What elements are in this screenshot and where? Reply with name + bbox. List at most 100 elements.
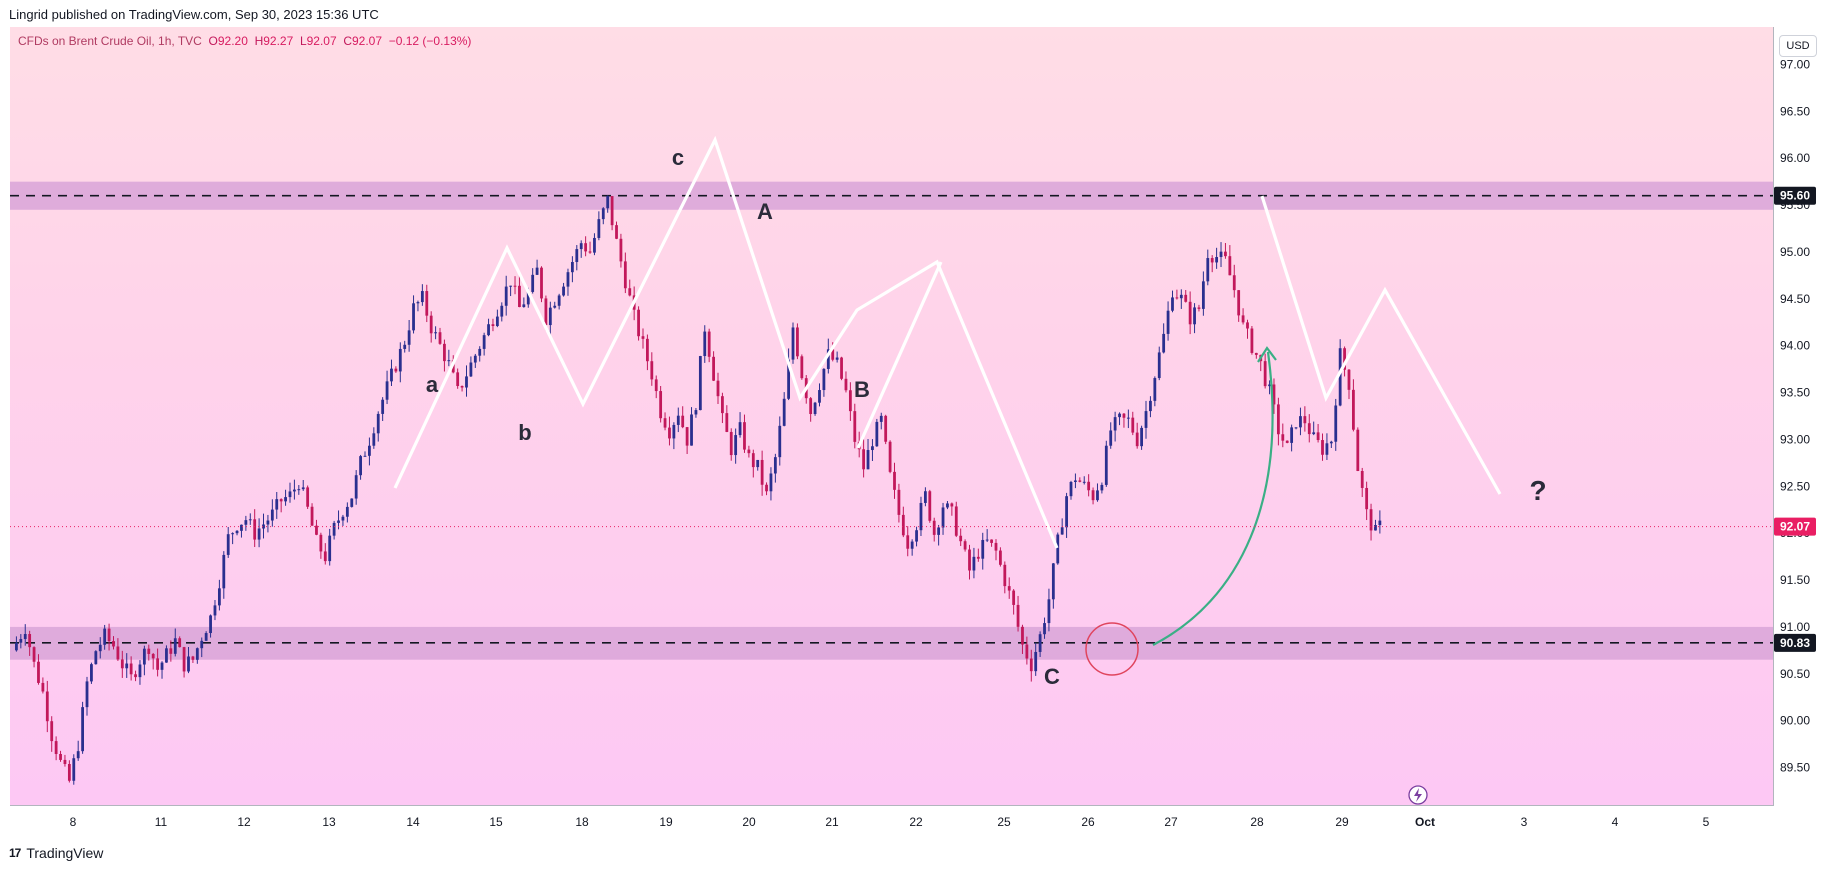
candle-body — [1197, 307, 1201, 309]
candle-body — [1224, 251, 1227, 257]
candle-body — [1074, 480, 1077, 482]
candle-body — [593, 237, 596, 253]
candle-body — [544, 298, 548, 326]
candle-body — [1237, 290, 1241, 316]
candle-body — [535, 267, 539, 275]
candle-body — [915, 530, 918, 542]
candle-body — [619, 238, 623, 262]
x-tick-label: 15 — [489, 815, 503, 829]
rebound-arrow-head — [1257, 346, 1277, 363]
currency-button[interactable]: USD — [1779, 35, 1817, 57]
chart-pane[interactable] — [10, 27, 1774, 806]
candle-body — [160, 662, 164, 670]
candle-body — [800, 356, 804, 379]
candle-body — [266, 520, 270, 525]
candle-body — [1051, 563, 1055, 600]
candle-body — [698, 356, 702, 411]
candle-body — [1338, 348, 1342, 406]
candle-body — [871, 446, 874, 451]
candle-body — [332, 522, 336, 536]
candle-body — [1188, 301, 1192, 325]
tradingview-logo-icon: 17 — [9, 846, 21, 860]
candle-body — [787, 359, 790, 399]
candle-body — [875, 421, 879, 447]
candle-body — [676, 415, 680, 425]
candle-body — [235, 530, 239, 534]
candle-body — [1012, 590, 1016, 605]
y-tick-label: 94.50 — [1780, 292, 1810, 306]
candle-body — [615, 225, 618, 239]
candle-body — [1272, 384, 1276, 405]
candle-body — [694, 410, 698, 415]
candle-body — [1307, 423, 1311, 435]
candle-body — [738, 422, 742, 436]
candle-body — [41, 682, 45, 692]
candle-body — [588, 251, 592, 253]
candle-body — [1268, 384, 1271, 387]
candle-body — [707, 331, 711, 357]
candle-body — [1290, 427, 1294, 443]
candle-body — [654, 379, 658, 392]
candle-body — [919, 502, 923, 531]
legend-high: 92.27 — [263, 34, 294, 48]
candle-body — [54, 741, 58, 755]
candle-body — [1149, 400, 1152, 412]
candle-body — [213, 605, 217, 616]
candle-body — [725, 413, 729, 432]
x-tick-label: Oct — [1415, 815, 1435, 829]
candle-body — [681, 415, 685, 428]
candle-body — [685, 427, 689, 446]
candle-body — [985, 539, 989, 541]
candle-body — [226, 534, 230, 555]
candle-body — [257, 528, 261, 540]
candle-body — [359, 456, 362, 476]
candle-body — [253, 519, 257, 540]
legend-open: 92.20 — [217, 34, 248, 48]
candle-body — [398, 348, 402, 372]
price-tag-last: 92.07 — [1780, 520, 1810, 534]
candle-body — [897, 489, 901, 515]
candle-body — [182, 647, 186, 672]
candle-body — [376, 413, 380, 434]
candle-body — [469, 362, 473, 377]
candle-body — [1118, 413, 1121, 418]
legend-symbol: CFDs on Brent Crude Oil, 1h, TVC — [18, 34, 202, 48]
candle-body — [981, 539, 985, 559]
candle-body — [522, 304, 526, 308]
candle-body — [844, 378, 848, 391]
candle-body — [513, 285, 517, 287]
candle-body — [270, 509, 274, 521]
candle-body — [173, 638, 177, 654]
candle-body — [575, 249, 579, 263]
x-tick-label: 19 — [659, 815, 673, 829]
candle-body — [482, 335, 486, 349]
candle-body — [125, 663, 129, 669]
x-tick-label: 11 — [155, 815, 168, 829]
candle-body — [540, 267, 543, 299]
legend-low: 92.07 — [306, 34, 337, 48]
candle-body — [848, 390, 852, 412]
candle-body — [67, 763, 71, 781]
candle-body — [425, 291, 429, 316]
candle-body — [570, 262, 574, 273]
candle-body — [1007, 586, 1011, 591]
candle-body — [1228, 256, 1232, 276]
y-tick-label: 90.50 — [1780, 667, 1810, 681]
candle-body — [901, 514, 905, 536]
candle-body — [1250, 328, 1254, 353]
candle-body — [1219, 251, 1223, 258]
candle-body — [1276, 404, 1280, 435]
candle-body — [1087, 481, 1091, 491]
candle-body — [1131, 417, 1135, 433]
candle-body — [1034, 651, 1038, 672]
candle-body — [932, 520, 936, 535]
symbol-legend: CFDs on Brent Crude Oil, 1h, TVC O92.20 … — [18, 34, 471, 48]
candle-body — [813, 402, 817, 415]
candle-body — [59, 754, 62, 760]
candle-body — [248, 519, 252, 521]
candle-body — [195, 648, 199, 660]
candle-body — [19, 639, 23, 643]
candle-body — [994, 542, 998, 551]
candle-body — [566, 272, 570, 287]
